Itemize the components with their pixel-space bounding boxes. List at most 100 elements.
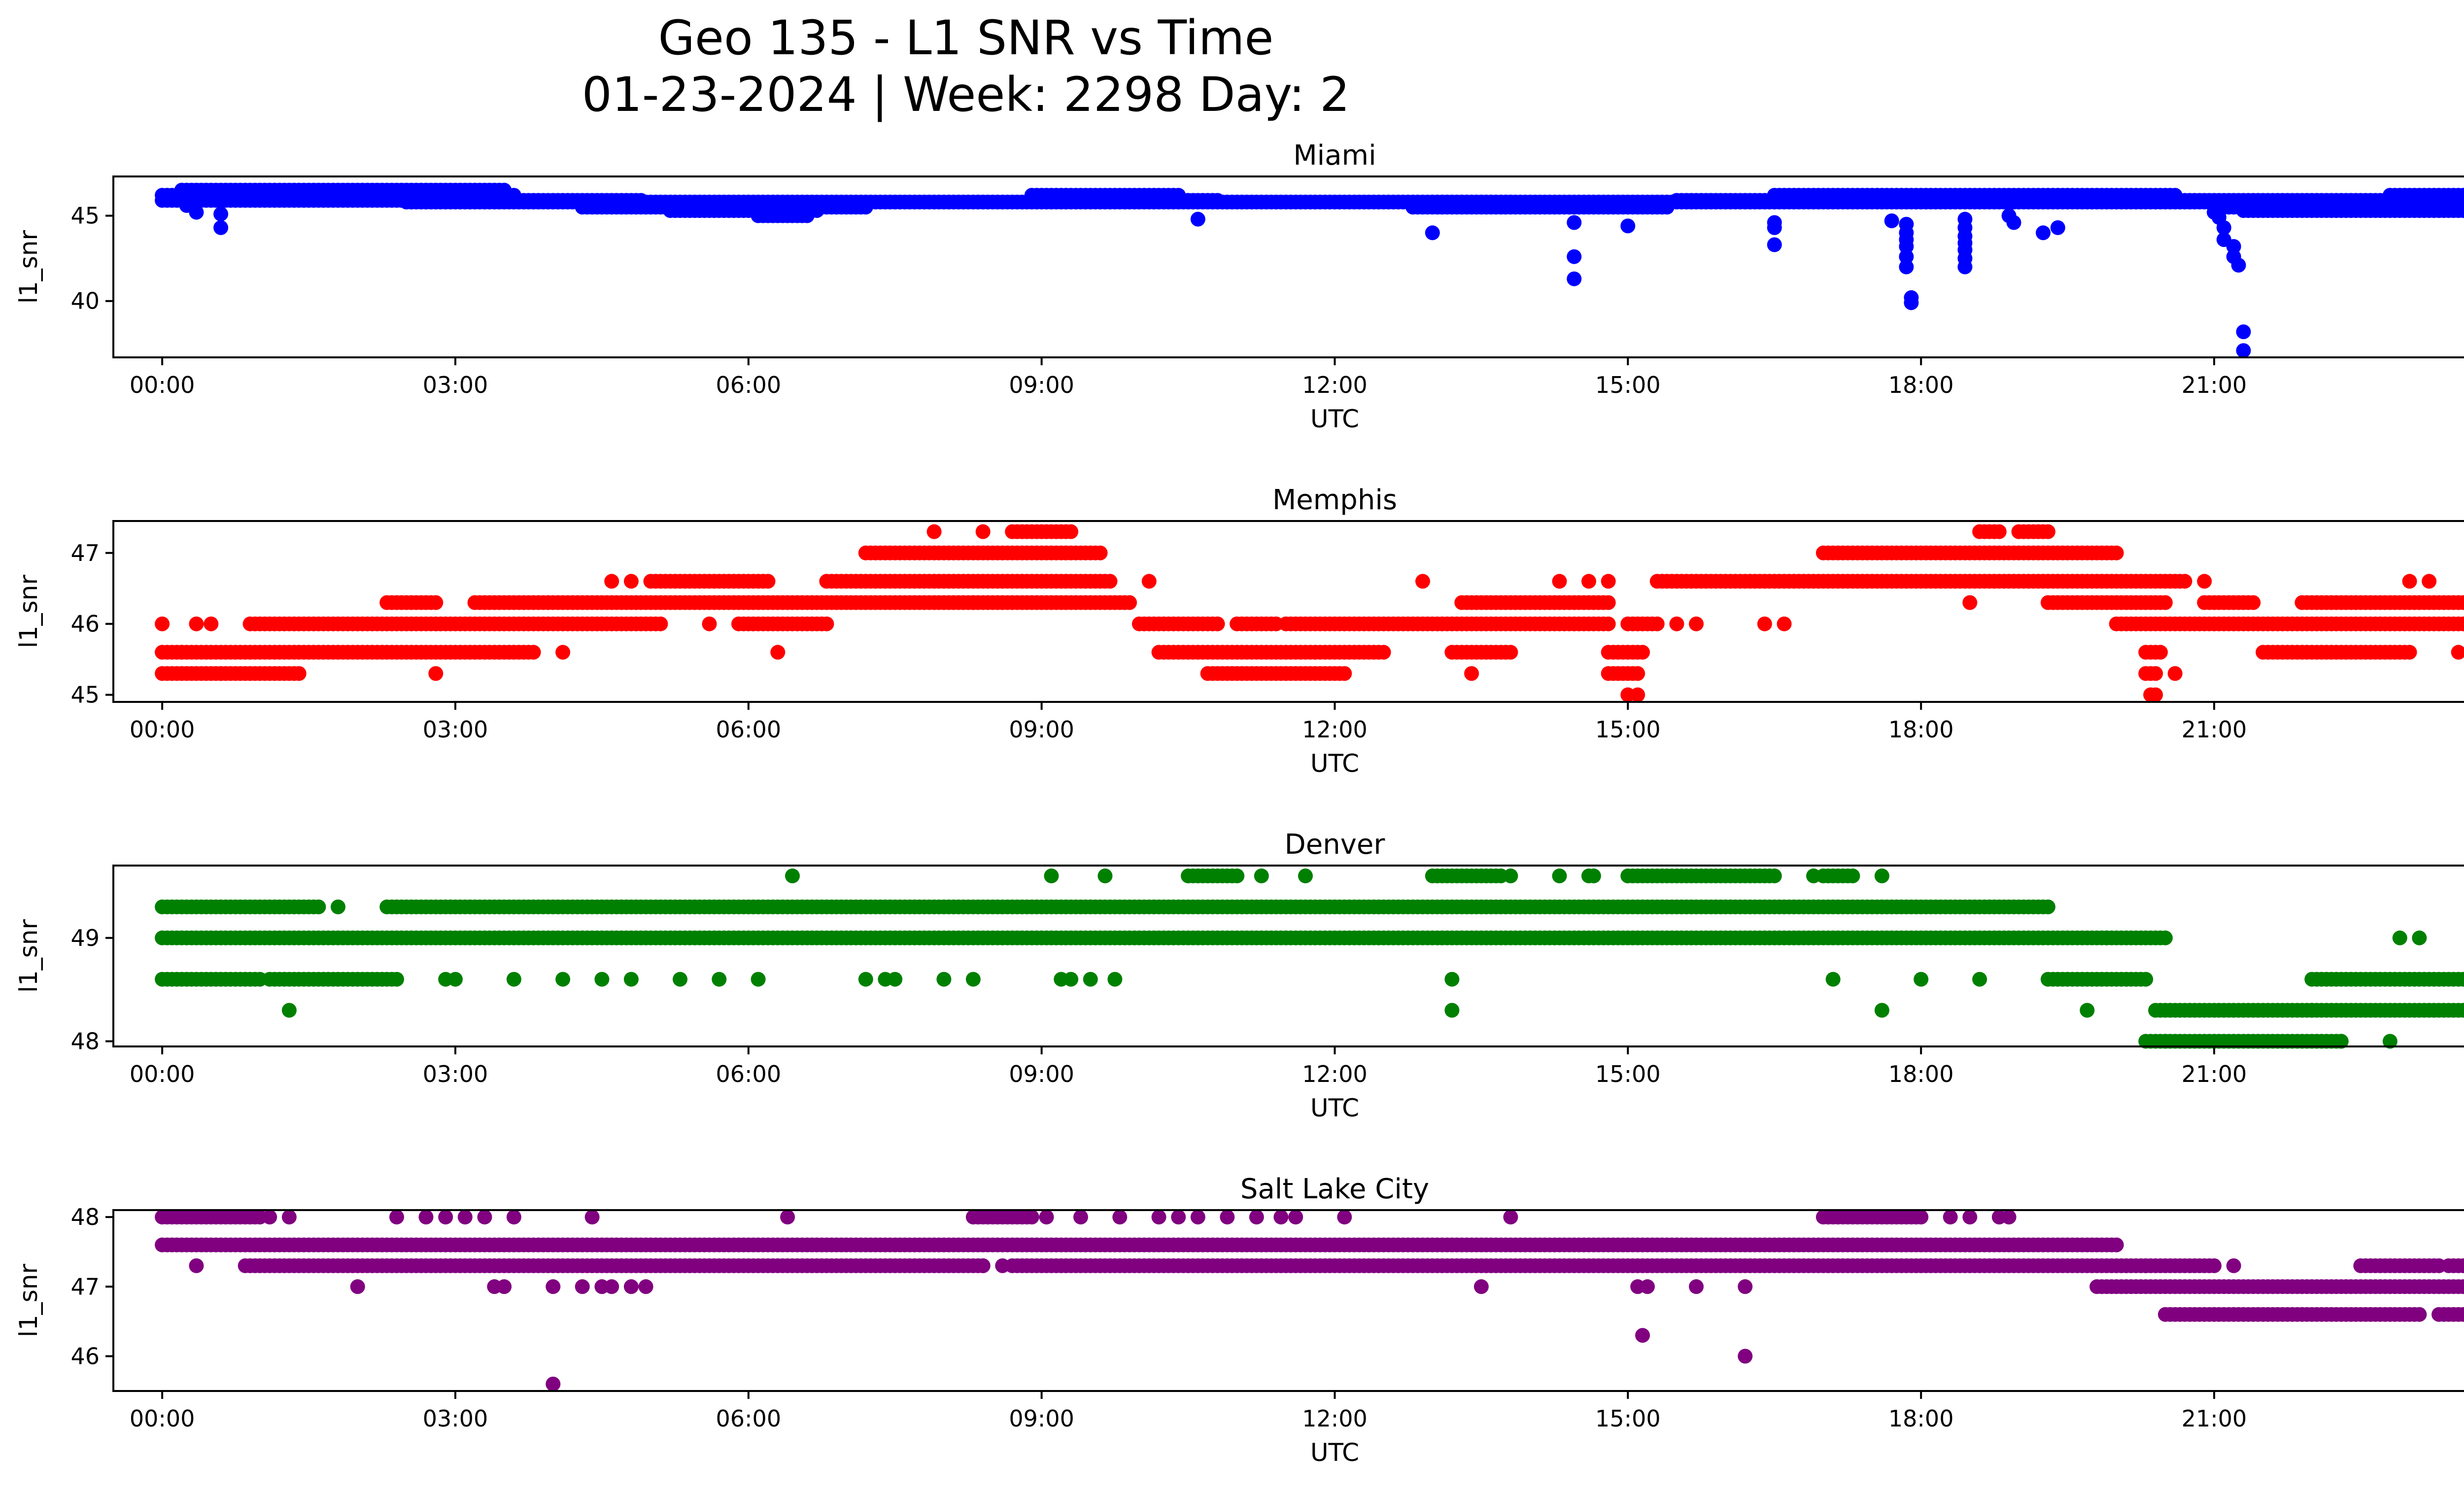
data-point: [1171, 188, 1186, 203]
data-point: [1503, 869, 1518, 883]
data-point: [189, 1258, 204, 1273]
data-point: [965, 595, 981, 610]
data-point: [428, 666, 444, 681]
x-tick-label: 15:00: [1595, 1061, 1661, 1087]
data-point: [1107, 972, 1123, 987]
data-point: [477, 1210, 492, 1225]
data-point: [1249, 1210, 1264, 1225]
x-axis-label: UTC: [1310, 405, 1359, 433]
data-point: [575, 1279, 590, 1294]
x-tick-label: 09:00: [1009, 1061, 1074, 1087]
y-axis-label: l1_snr: [14, 230, 43, 304]
data-point: [2207, 1258, 2222, 1273]
data-point: [1738, 1349, 1753, 1364]
data-point: [1093, 545, 1108, 560]
data-point: [604, 1279, 619, 1294]
data-point: [2109, 545, 2124, 560]
data-point: [546, 1376, 561, 1391]
data-point: [1962, 595, 1978, 610]
x-tick-label: 06:00: [716, 1061, 782, 1087]
data-point: [1601, 574, 1616, 589]
data-point: [653, 616, 668, 631]
data-point: [1097, 869, 1113, 883]
x-tick-label: 03:00: [423, 1405, 488, 1432]
x-tick-label: 18:00: [1888, 1405, 1954, 1432]
x-tick-label: 03:00: [423, 716, 488, 743]
data-point: [1273, 1210, 1289, 1225]
data-point: [2153, 645, 2168, 660]
axes-frame: [112, 865, 2464, 1047]
data-point: [1141, 574, 1157, 589]
data-point: [1503, 645, 1518, 660]
x-tick-label: 21:00: [2182, 1405, 2247, 1432]
x-axis-label: UTC: [1310, 749, 1359, 778]
data-point: [2197, 574, 2212, 589]
data-point: [2451, 645, 2464, 660]
data-point: [965, 972, 981, 987]
data-point: [623, 574, 639, 589]
data-point: [1991, 524, 2007, 539]
data-point: [1689, 616, 1704, 631]
x-tick-label: 12:00: [1302, 716, 1368, 743]
data-point: [2412, 1307, 2427, 1322]
data-point: [584, 1210, 600, 1225]
data-point: [926, 524, 942, 539]
y-tick-label: 46: [70, 611, 100, 637]
data-point: [2412, 930, 2427, 945]
data-point: [428, 595, 444, 610]
data-point: [1503, 1210, 1518, 1225]
data-point: [1171, 1210, 1186, 1225]
y-tick-label: 48: [70, 1204, 100, 1230]
data-point: [819, 616, 834, 631]
x-tick-label: 00:00: [130, 372, 195, 398]
data-point: [2167, 188, 2183, 203]
panel-title: Miami: [1293, 139, 1376, 172]
data-point: [546, 1279, 561, 1294]
data-point: [1552, 574, 1567, 589]
data-point: [712, 972, 727, 987]
data-point: [2040, 524, 2055, 539]
data-point: [975, 524, 991, 539]
x-tick-label: 03:00: [423, 372, 488, 398]
data-point: [2402, 574, 2417, 589]
data-point: [2231, 258, 2246, 273]
data-point: [858, 972, 873, 987]
data-point: [213, 666, 229, 681]
data-point: [457, 1210, 473, 1225]
x-tick-label: 06:00: [716, 372, 782, 398]
data-point: [1254, 869, 1269, 883]
data-point: [1464, 666, 1479, 681]
data-point: [262, 1210, 277, 1225]
data-point: [780, 1210, 795, 1225]
y-tick-label: 46: [70, 1343, 100, 1369]
x-tick-label: 21:00: [2182, 372, 2247, 398]
panel-title: Salt Lake City: [1240, 1173, 1429, 1205]
data-point: [760, 574, 776, 589]
data-point: [1044, 869, 1059, 883]
data-point: [350, 1279, 365, 1294]
data-point: [1230, 869, 1245, 883]
data-points: [155, 524, 2464, 702]
data-point: [785, 869, 800, 883]
data-point: [1190, 211, 1205, 227]
x-tick-label: 06:00: [716, 716, 782, 743]
data-point: [1689, 1279, 1704, 1294]
figure-title-line2: 01-23-2024 | Week: 2298 Day: 2: [582, 67, 1350, 123]
data-point: [1083, 972, 1098, 987]
data-point: [1444, 972, 1460, 987]
x-tick-label: 12:00: [1302, 1405, 1368, 1432]
data-point: [1151, 1210, 1166, 1225]
data-point: [555, 645, 571, 660]
data-point: [1943, 1210, 1958, 1225]
data-point: [1738, 1279, 1753, 1294]
data-point: [2167, 666, 2183, 681]
data-point: [1767, 237, 1782, 252]
data-point: [448, 972, 463, 987]
data-point: [975, 1258, 991, 1273]
data-point: [2036, 225, 2051, 241]
data-point: [1122, 595, 1137, 610]
x-tick-label: 18:00: [1888, 1061, 1954, 1087]
data-point: [2236, 343, 2251, 358]
data-point: [1874, 869, 1889, 883]
